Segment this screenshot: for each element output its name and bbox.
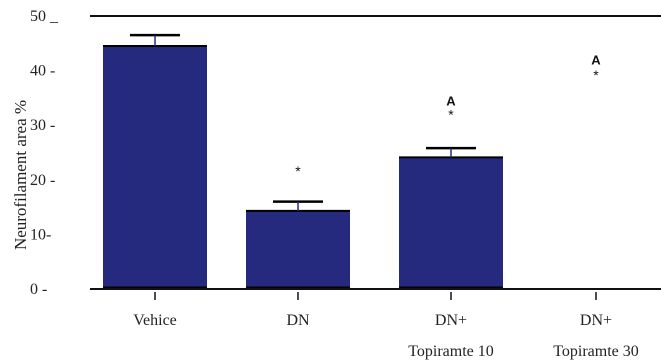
significance-star: * <box>593 67 599 83</box>
annotation-label: A <box>591 53 601 68</box>
y-tick-label: 0 - <box>30 281 47 298</box>
x-tick-label: DN <box>286 312 310 329</box>
x-tick-label: DN+ <box>580 312 612 329</box>
bars <box>103 45 503 290</box>
bar <box>399 157 503 289</box>
bar <box>103 46 207 289</box>
y-tick-label: 10- <box>30 226 51 243</box>
axes: 50 _ 40 - 30 - 20 - 10- 0 - Vehice DN DN+ Topiram… <box>30 8 661 360</box>
x-tick-label: Vehice <box>133 312 177 329</box>
y-tick-label: 20 - <box>30 172 55 189</box>
y-tick-label: 40 - <box>30 63 55 80</box>
x-tick-label-line2: Topiramte 10 <box>408 343 494 360</box>
y-tick-label: 30 - <box>30 117 55 134</box>
x-tick-label: DN+ <box>435 312 467 329</box>
significance-star: * <box>448 107 454 123</box>
y-axis-title: Neurofilament area % <box>11 100 30 250</box>
marks: **A*A <box>130 33 601 211</box>
significance-star: * <box>295 163 301 179</box>
y-tick-label: 50 _ <box>30 8 59 25</box>
annotation-label: A <box>446 94 456 109</box>
x-tick-label-line2: Topiramte 30 <box>553 343 639 360</box>
bar <box>246 210 350 289</box>
